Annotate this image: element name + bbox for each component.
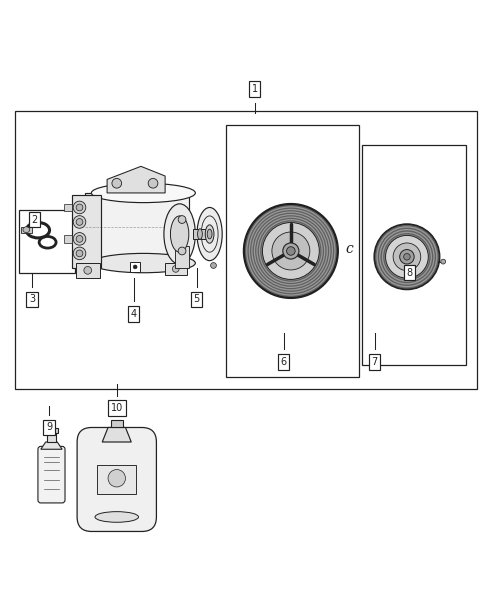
Ellipse shape xyxy=(197,229,202,239)
Circle shape xyxy=(385,236,427,278)
Text: 5: 5 xyxy=(193,294,199,305)
Circle shape xyxy=(282,243,298,259)
Circle shape xyxy=(258,219,322,283)
Ellipse shape xyxy=(95,512,138,522)
Circle shape xyxy=(244,205,336,297)
Circle shape xyxy=(76,250,83,257)
Polygon shape xyxy=(41,442,62,449)
Circle shape xyxy=(252,213,329,289)
Circle shape xyxy=(374,225,438,289)
Circle shape xyxy=(403,253,409,260)
Circle shape xyxy=(76,219,83,226)
Bar xyxy=(63,235,72,243)
Circle shape xyxy=(73,216,86,229)
Circle shape xyxy=(84,266,91,274)
Bar xyxy=(130,262,140,272)
Text: 2: 2 xyxy=(31,214,38,224)
Circle shape xyxy=(248,209,333,293)
Polygon shape xyxy=(107,166,165,193)
Ellipse shape xyxy=(23,227,30,233)
Circle shape xyxy=(286,247,295,255)
Circle shape xyxy=(246,206,335,296)
Circle shape xyxy=(261,221,319,280)
Circle shape xyxy=(376,226,437,287)
Text: 7: 7 xyxy=(371,357,377,367)
Bar xyxy=(45,428,58,434)
Text: 4: 4 xyxy=(130,309,136,319)
Bar xyxy=(174,246,189,268)
Bar xyxy=(193,229,206,239)
Bar xyxy=(46,434,56,442)
Circle shape xyxy=(272,232,309,270)
Bar xyxy=(19,210,75,273)
Circle shape xyxy=(172,266,179,272)
Circle shape xyxy=(253,214,327,288)
Bar xyxy=(63,204,72,211)
Text: 1: 1 xyxy=(251,84,257,94)
Circle shape xyxy=(255,215,326,287)
Text: 10: 10 xyxy=(110,403,122,413)
Circle shape xyxy=(377,227,435,286)
Circle shape xyxy=(382,233,430,280)
Bar xyxy=(97,465,136,494)
Text: 6: 6 xyxy=(280,357,286,367)
Ellipse shape xyxy=(91,183,195,203)
Circle shape xyxy=(108,469,125,487)
Circle shape xyxy=(440,259,445,264)
Bar xyxy=(225,125,358,377)
Circle shape xyxy=(73,233,86,245)
Circle shape xyxy=(243,204,337,299)
Circle shape xyxy=(133,265,137,269)
Circle shape xyxy=(379,230,433,283)
Bar xyxy=(165,263,186,275)
Circle shape xyxy=(178,216,185,223)
Circle shape xyxy=(393,243,420,270)
Bar xyxy=(15,111,476,389)
Polygon shape xyxy=(102,428,131,442)
Circle shape xyxy=(76,204,83,211)
Bar xyxy=(72,196,101,268)
Bar xyxy=(85,193,189,263)
Ellipse shape xyxy=(207,229,212,239)
Circle shape xyxy=(259,220,321,282)
Text: 9: 9 xyxy=(46,422,52,432)
Bar xyxy=(76,263,100,277)
Circle shape xyxy=(373,224,439,290)
Circle shape xyxy=(73,247,86,260)
Circle shape xyxy=(381,231,431,282)
Bar xyxy=(111,420,122,428)
FancyBboxPatch shape xyxy=(77,428,156,531)
Circle shape xyxy=(148,178,158,188)
Circle shape xyxy=(249,210,331,292)
Text: c: c xyxy=(344,241,352,256)
Bar xyxy=(362,144,466,365)
Circle shape xyxy=(399,250,413,264)
Circle shape xyxy=(210,263,216,269)
Bar xyxy=(21,227,31,233)
FancyBboxPatch shape xyxy=(38,446,65,503)
Ellipse shape xyxy=(164,204,195,264)
Text: 3: 3 xyxy=(29,294,35,305)
Ellipse shape xyxy=(197,207,222,261)
Circle shape xyxy=(257,218,323,284)
Circle shape xyxy=(256,217,325,286)
Circle shape xyxy=(384,234,428,279)
Ellipse shape xyxy=(205,225,213,243)
Circle shape xyxy=(112,178,121,188)
Circle shape xyxy=(378,229,434,284)
Ellipse shape xyxy=(170,216,188,252)
Circle shape xyxy=(76,236,83,242)
Circle shape xyxy=(178,247,185,255)
Text: 8: 8 xyxy=(406,268,411,278)
Circle shape xyxy=(73,201,86,214)
Ellipse shape xyxy=(91,253,195,273)
Circle shape xyxy=(262,223,318,279)
Circle shape xyxy=(251,211,330,290)
Circle shape xyxy=(247,207,333,294)
